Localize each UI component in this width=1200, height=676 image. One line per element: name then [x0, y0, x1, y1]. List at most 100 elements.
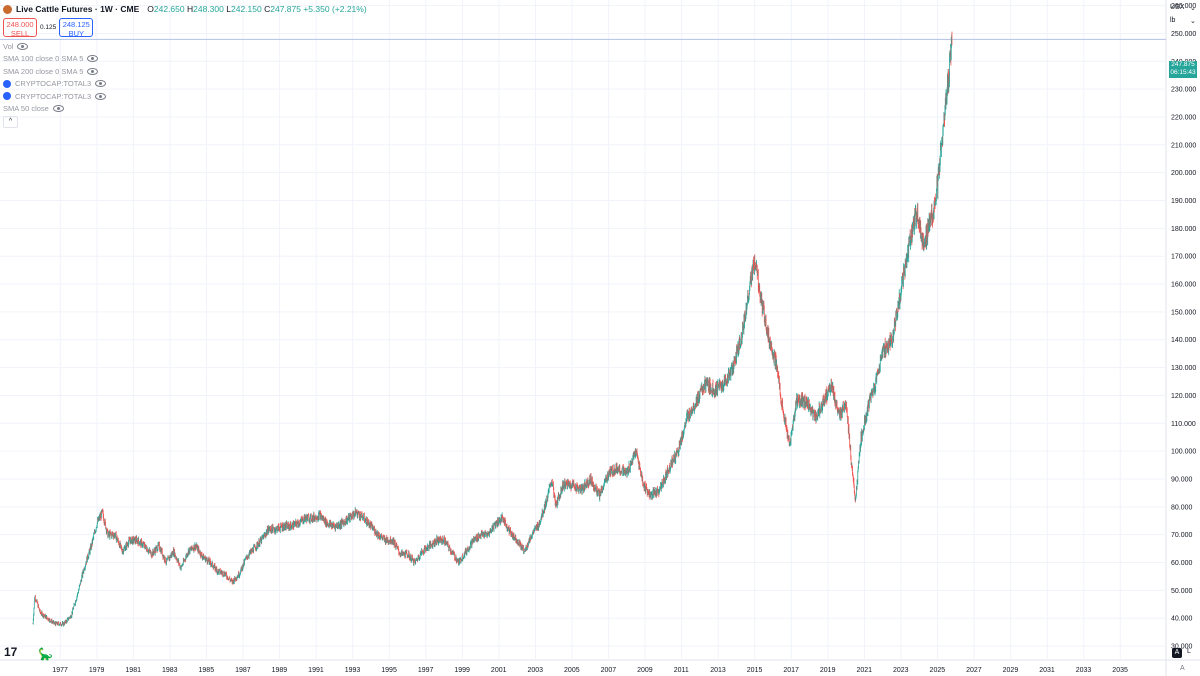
close-value: 247.875 — [270, 4, 301, 14]
time-tick-label: 2003 — [527, 667, 543, 674]
close-label: C — [264, 4, 271, 14]
indicator-vol[interactable]: Vol — [3, 40, 367, 53]
indicator-label: CRYPTOCAP:TOTAL3 — [15, 79, 92, 89]
auto-scale-button[interactable]: A — [1172, 648, 1182, 658]
price-axis[interactable]: 30.000 40.000 50.000 60.000 70.000 80.000 90.0… — [1171, 3, 1196, 651]
price-tick-label: 80.000 — [1171, 504, 1193, 511]
chevron-down-icon[interactable]: ⌄ — [1190, 5, 1196, 12]
time-tick-label: 2019 — [820, 667, 836, 674]
collapse-legend-button[interactable]: ^ — [3, 116, 18, 128]
price-tick-label: 40.000 — [1171, 616, 1193, 623]
unit-button[interactable]: lb — [1170, 17, 1176, 24]
ohlc-values: O242.650 H248.300 L242.150 C247.875 +5.3… — [147, 4, 366, 14]
time-tick-label: 2009 — [637, 667, 653, 674]
eye-icon[interactable] — [87, 55, 99, 63]
time-tick-label: 1991 — [308, 667, 324, 674]
eye-icon[interactable] — [95, 80, 107, 88]
change-value: +5.350 (+2.21%) — [303, 4, 367, 14]
eye-icon[interactable] — [87, 67, 99, 75]
price-tick-label: 220.000 — [1171, 114, 1196, 121]
dino-icon[interactable]: 🦕 — [38, 647, 53, 661]
chevron-down-icon[interactable]: ⌄ — [1190, 18, 1196, 25]
indicator-total3-b[interactable]: CRYPTOCAP:TOTAL3 — [3, 90, 367, 103]
indicator-label: SMA 200 close 0 SMA 5 — [3, 66, 84, 76]
buy-label: BUY — [68, 29, 84, 38]
price-tick-label: 210.000 — [1171, 142, 1196, 149]
time-tick-label: 2015 — [747, 667, 763, 674]
cme-logo-icon — [3, 4, 12, 14]
price-tick-label: 110.000 — [1171, 421, 1196, 428]
sell-button[interactable]: 248.000 SELL — [3, 18, 37, 38]
indicator-label: Vol — [3, 41, 14, 51]
price-tick-label: 180.000 — [1171, 226, 1196, 233]
price-tick-label: 230.000 — [1171, 87, 1196, 94]
eye-icon[interactable] — [17, 42, 29, 50]
time-tick-label: 2021 — [856, 667, 872, 674]
time-tick-label: 1979 — [89, 667, 105, 674]
price-tick-label: 200.000 — [1171, 170, 1196, 177]
spread-value: 0.125 — [40, 24, 57, 31]
time-tick-label: 2031 — [1039, 667, 1055, 674]
time-tick-label: 1977 — [52, 667, 68, 674]
price-tick-label: 30.000 — [1171, 644, 1193, 651]
time-tick-label: 1989 — [272, 667, 288, 674]
eye-icon[interactable] — [52, 105, 64, 113]
price-tick-label: 260.000 — [1171, 3, 1196, 10]
price-tick-label: 90.000 — [1171, 476, 1193, 483]
last-price-tag: 247.875 06:15:43 — [1169, 61, 1197, 78]
last-price-value: 247.875 — [1171, 61, 1195, 68]
time-tick-label: 2025 — [930, 667, 946, 674]
high-label: H — [187, 4, 194, 14]
indicator-label: SMA 50 close — [3, 104, 49, 114]
price-tick-label: 250.000 — [1171, 31, 1196, 38]
indicator-label: CRYPTOCAP:TOTAL3 — [15, 91, 92, 101]
title-row: Live Cattle Futures · 1W · CME O242.650 … — [3, 3, 367, 15]
indicator-sma200[interactable]: SMA 200 close 0 SMA 5 — [3, 65, 367, 78]
tradingview-logo[interactable]: 17 — [4, 645, 18, 659]
cryptocap-icon — [3, 92, 11, 101]
price-tick-label: 50.000 — [1171, 588, 1193, 595]
indicator-list: Vol SMA 100 close 0 SMA 5 SMA 200 close … — [3, 40, 367, 115]
time-tick-label: 1995 — [381, 667, 397, 674]
indicator-sma50[interactable]: SMA 50 close — [3, 103, 367, 116]
low-label: L — [226, 4, 231, 14]
time-tick-label: 2029 — [1003, 667, 1019, 674]
axis-corner-label: A — [1180, 665, 1185, 672]
price-tick-label: 190.000 — [1171, 198, 1196, 205]
open-label: O — [147, 4, 154, 14]
symbol-title[interactable]: Live Cattle Futures · 1W · CME — [16, 4, 140, 14]
time-tick-label: 2011 — [674, 667, 689, 674]
time-tick-label: 2013 — [710, 667, 726, 674]
cryptocap-icon — [3, 79, 11, 88]
indicator-total3-a[interactable]: CRYPTOCAP:TOTAL3 — [3, 78, 367, 91]
open-value: 242.650 — [153, 4, 185, 14]
legend: Live Cattle Futures · 1W · CME O242.650 … — [3, 3, 367, 128]
eye-icon[interactable] — [95, 92, 107, 100]
time-tick-label: 1997 — [418, 667, 434, 674]
time-tick-label: 2007 — [601, 667, 617, 674]
trade-row: 248.000 SELL 0.125 248.125 BUY — [3, 18, 367, 38]
log-scale-button[interactable]: L — [1187, 648, 1191, 655]
time-tick-label: 1981 — [125, 667, 141, 674]
time-tick-label: 1993 — [345, 667, 361, 674]
price-tick-label: 140.000 — [1171, 337, 1196, 344]
time-axis[interactable]: 1977 1979 1981 1983 1985 1987 1989 1991 1993 1995… — [52, 667, 1128, 674]
time-tick-label: 1999 — [454, 667, 470, 674]
indicator-sma100[interactable]: SMA 100 close 0 SMA 5 — [3, 53, 367, 66]
time-tick-label: 2005 — [564, 667, 580, 674]
buy-price: 248.125 — [62, 20, 90, 29]
time-tick-label: 2001 — [491, 667, 507, 674]
currency-button[interactable]: USX — [1170, 4, 1185, 11]
time-tick-label: 1983 — [162, 667, 178, 674]
time-tick-label: 1985 — [199, 667, 215, 674]
sell-label: SELL — [10, 29, 30, 38]
price-tick-label: 120.000 — [1171, 393, 1196, 400]
price-tick-label: 160.000 — [1171, 282, 1196, 289]
time-tick-label: 2027 — [966, 667, 982, 674]
time-tick-label: 2033 — [1076, 667, 1092, 674]
buy-button[interactable]: 248.125 BUY — [59, 18, 94, 38]
time-tick-label: 2017 — [783, 667, 799, 674]
price-tick-label: 60.000 — [1171, 560, 1193, 567]
